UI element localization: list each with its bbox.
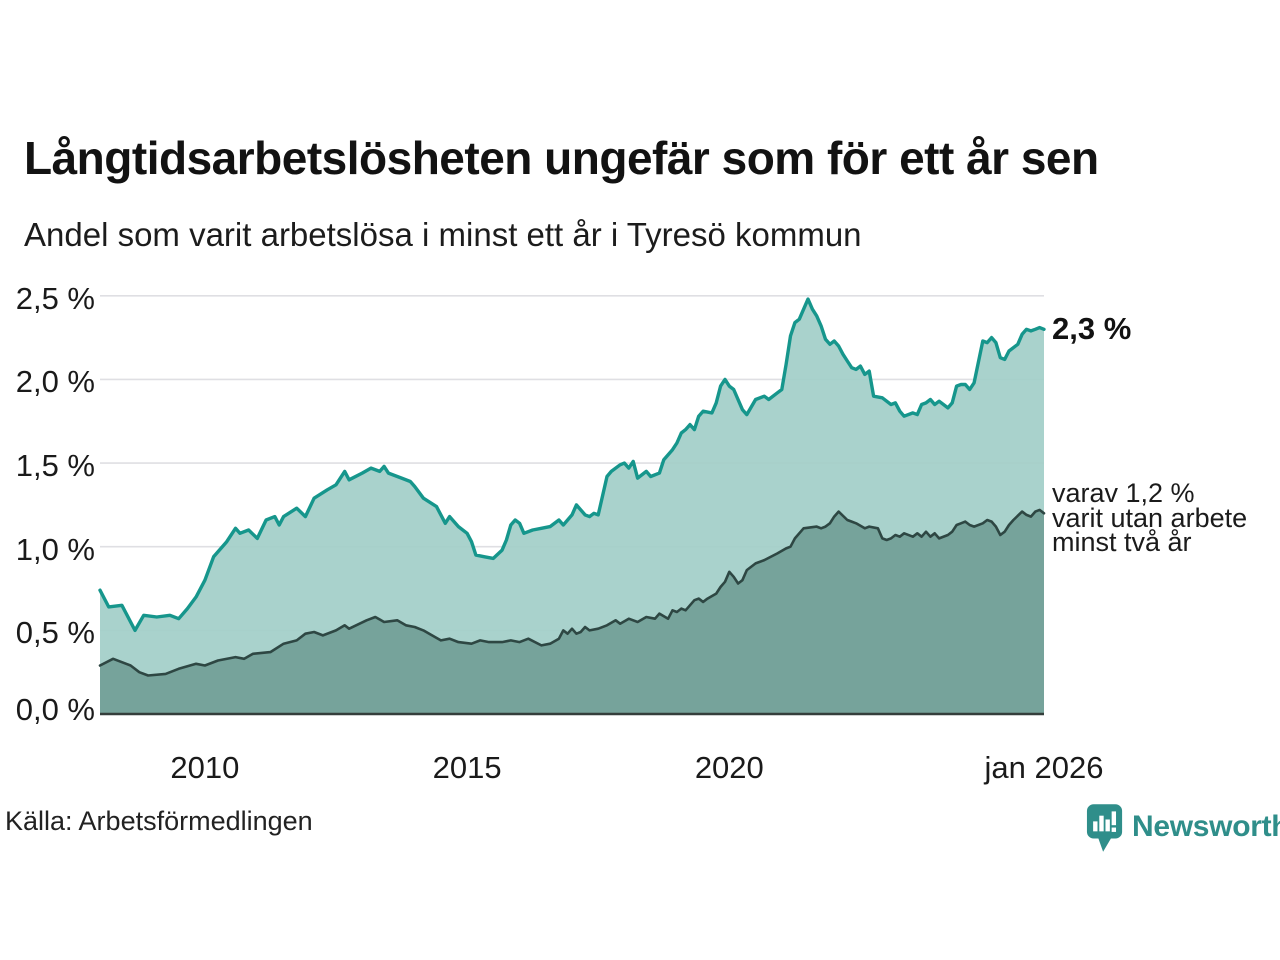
y-tick-label: 2,0 % bbox=[15, 364, 95, 400]
x-tick-label: 2010 bbox=[170, 750, 240, 785]
source-caption: Källa: Arbetsförmedlingen bbox=[5, 806, 313, 836]
newsworthy-logo-text: Newsworthy bbox=[1132, 810, 1280, 843]
latest-value-label: 2,3 % bbox=[1052, 311, 1132, 346]
secondary-series-label-line1: varav 1,2 % bbox=[1052, 478, 1195, 508]
secondary-series-label: varav 1,2 % varit utan arbete minst två … bbox=[1052, 478, 1248, 557]
newsworthy-logo-icon bbox=[1086, 804, 1123, 852]
y-tick-label: 1,5 % bbox=[15, 448, 95, 484]
chart-subtitle: Andel som varit arbetslösa i minst ett å… bbox=[24, 216, 862, 253]
x-tick-label: 2015 bbox=[432, 750, 502, 785]
secondary-series-label-line3: minst två år bbox=[1052, 527, 1192, 557]
series-two-year-area bbox=[100, 509, 1044, 714]
series-two-year-line bbox=[98, 508, 1046, 677]
y-tick-label: 2,5 % bbox=[15, 280, 95, 316]
y-tick-label: 0,5 % bbox=[15, 615, 95, 651]
secondary-series-label-line2: varit utan arbete bbox=[1052, 502, 1248, 533]
y-tick-label: 1,0 % bbox=[15, 531, 95, 567]
x-tick-label: jan 2026 bbox=[984, 750, 1104, 785]
series-one-year-line bbox=[98, 297, 1046, 633]
newsworthy-logo: Newsworthy bbox=[1086, 803, 1280, 854]
x-tick-label: 2020 bbox=[694, 750, 764, 785]
y-tick-label: 0,0 % bbox=[15, 692, 95, 727]
page-title: Långtidsarbetslösheten ungefär som för e… bbox=[24, 132, 1099, 184]
